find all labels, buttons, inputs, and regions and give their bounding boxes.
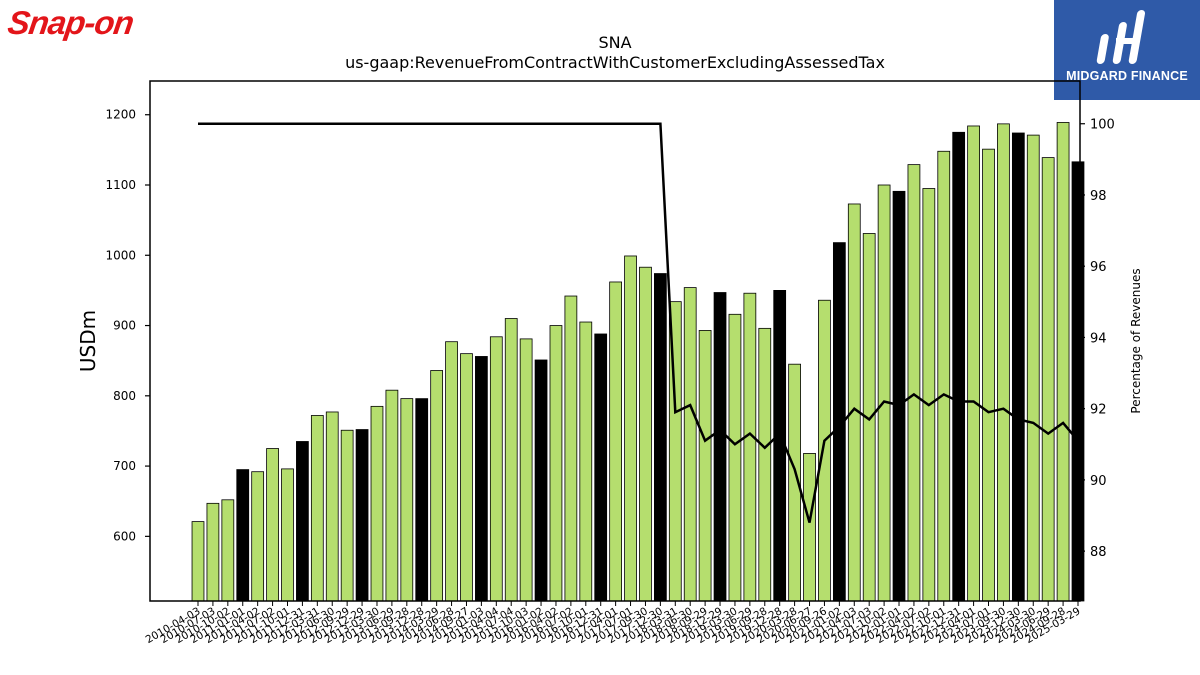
bar-2011-04-02 <box>251 471 265 602</box>
y-tick-label: 900 <box>113 319 136 333</box>
bar-2010-10-02 <box>221 499 235 602</box>
bar-2014-06-28 <box>445 341 458 602</box>
bar-2016-10-01 <box>579 321 593 602</box>
bar-2022-12-31 <box>952 131 966 602</box>
y2-tick-label: 100 <box>1090 118 1115 133</box>
bar-2024-09-28 <box>1056 122 1070 602</box>
x-axis-ticks: 2010-04-032010-07-032010-10-022011-01-01… <box>144 601 1083 646</box>
y2-tick-label: 96 <box>1090 260 1107 275</box>
bar-2015-01-03 <box>475 356 488 602</box>
bar-2015-10-03 <box>519 338 533 602</box>
y-tick-label: 1000 <box>105 248 136 262</box>
bar-2019-09-28 <box>758 327 772 602</box>
left-axis-ticks: 600 700 800 900 1000 1100 1200 <box>105 108 150 543</box>
bar-2019-06-29 <box>743 292 757 602</box>
bar-2018-12-29 <box>713 292 727 602</box>
bar-2011-01-01 <box>236 469 250 602</box>
bar-2014-09-27 <box>460 353 473 602</box>
bar-2011-10-01 <box>281 468 294 602</box>
bar-2011-12-31 <box>296 441 309 602</box>
bar-2021-04-03 <box>847 203 861 602</box>
bar-2017-12-30 <box>654 273 667 602</box>
chart-title: SNA <box>598 33 631 52</box>
bar-2019-03-30 <box>728 313 742 602</box>
bar-2023-09-30 <box>997 123 1010 602</box>
bar-2022-07-02 <box>922 188 936 602</box>
bar-2023-12-30 <box>1011 132 1025 602</box>
midgard-finance-name: MIDGARD FINANCE <box>1066 69 1188 83</box>
bar-2012-06-30 <box>325 411 339 602</box>
y2-tick-label: 94 <box>1090 331 1107 346</box>
bar-2022-01-01 <box>892 190 906 602</box>
bar-2015-07-04 <box>504 318 518 602</box>
y-tick-label: 600 <box>113 529 136 543</box>
bar-2017-04-01 <box>609 281 622 602</box>
bar-2012-12-29 <box>355 429 369 602</box>
plot-frame <box>149 80 1081 602</box>
bar-2015-04-04 <box>489 336 503 602</box>
bar-2012-09-29 <box>340 429 354 602</box>
y2-tick-label: 98 <box>1090 189 1107 204</box>
bar-2013-03-30 <box>370 405 384 602</box>
bar-2018-09-29 <box>698 330 712 602</box>
bar-2014-03-29 <box>430 370 444 602</box>
y2-tick-label: 88 <box>1090 545 1107 560</box>
midgard-finance-logo: MIDGARD FINANCE <box>1054 0 1200 100</box>
bar-2023-07-01 <box>982 148 995 602</box>
bar-2012-03-31 <box>310 415 324 602</box>
bar-2010-04-03 <box>191 521 205 602</box>
right-axis-ticks: 88 90 92 94 96 98 100 <box>1080 118 1115 560</box>
bar-2020-06-27 <box>803 453 816 602</box>
y-tick-label: 1100 <box>105 178 136 192</box>
bar-2016-04-02 <box>549 325 563 602</box>
bar-2016-01-02 <box>534 359 548 602</box>
bar-2020-09-26 <box>818 299 831 602</box>
chart-subtitle: us-gaap:RevenueFromContractWithCustomerE… <box>345 53 885 72</box>
bar-2013-12-28 <box>415 398 429 602</box>
y-axis-label: USDm <box>76 310 100 372</box>
y2-tick-label: 90 <box>1090 474 1107 489</box>
bar-2025-03-29 <box>1071 161 1085 602</box>
bar-2023-04-01 <box>967 125 980 602</box>
y2-axis-label: Percentage of Revenues <box>1129 268 1143 413</box>
bar-2017-09-30 <box>639 266 652 602</box>
bar-2016-07-02 <box>564 295 578 602</box>
percentage-line <box>198 122 1079 523</box>
y-tick-label: 1200 <box>105 108 136 122</box>
y2-tick-label: 92 <box>1090 403 1107 418</box>
y-tick-label: 800 <box>113 389 136 403</box>
bar-series <box>191 122 1085 602</box>
midgard-mark-icon <box>1096 10 1146 64</box>
bar-2022-04-02 <box>907 164 921 602</box>
bar-2018-06-30 <box>683 287 697 602</box>
bar-2022-10-01 <box>937 150 951 602</box>
bar-2016-12-31 <box>594 333 608 602</box>
bar-2011-07-02 <box>266 448 279 602</box>
bar-2013-09-28 <box>400 398 414 602</box>
bar-2024-03-30 <box>1026 134 1040 602</box>
y-tick-label: 700 <box>113 459 136 473</box>
bar-2021-10-02 <box>877 184 891 602</box>
bar-2024-06-29 <box>1041 157 1055 602</box>
bar-2010-07-03 <box>206 502 220 602</box>
bar-2017-07-01 <box>624 255 637 602</box>
bar-2013-06-29 <box>385 389 399 602</box>
